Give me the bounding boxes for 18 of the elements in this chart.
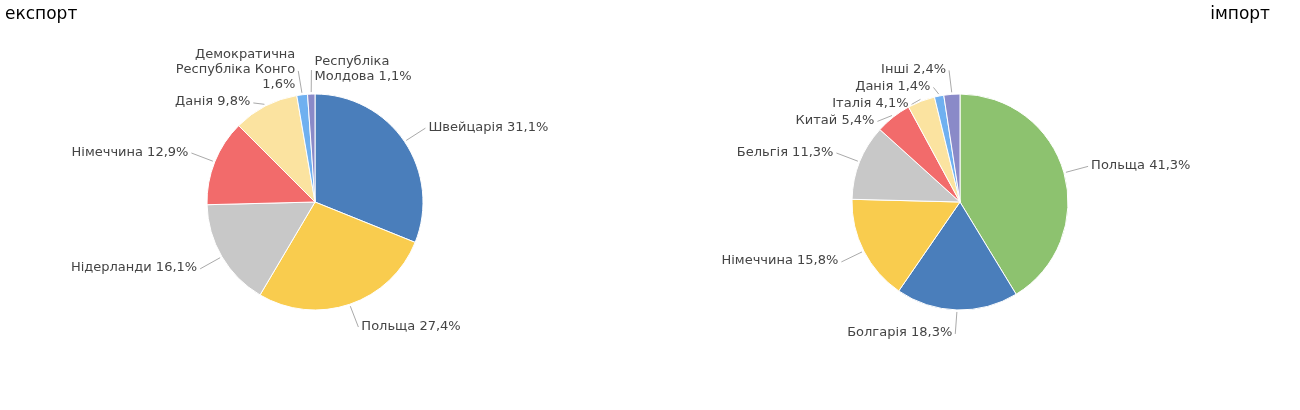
slice-label: Інші 2,4% xyxy=(881,60,947,76)
slice-label: Данія 1,4% xyxy=(855,77,931,93)
slice-label: Нідерланди 16,1% xyxy=(70,259,198,275)
chart-title: експорт xyxy=(5,3,78,23)
slice-label: Італія 4,1% xyxy=(832,94,909,110)
slice-label: Німеччина 12,9% xyxy=(71,143,189,159)
slice-label: Польща 41,3% xyxy=(1091,156,1191,172)
slice-label: Польща 27,4% xyxy=(361,317,461,333)
slice-label: Німеччина 15,8% xyxy=(721,252,839,268)
text: імпорт xyxy=(1210,3,1271,23)
data-label: 1,6% xyxy=(262,76,296,92)
slice-label: Бельгія 11,3% xyxy=(736,143,834,159)
slice-label: Демократична Республіка Конго xyxy=(175,46,296,77)
slice-label: Данія 9,8% xyxy=(175,93,251,109)
slice-label: Болгарія 18,3% xyxy=(847,324,953,340)
slice-label: Швейцарія 31,1% xyxy=(428,118,549,134)
slice-label: Китай 5,4% xyxy=(795,111,875,127)
slice-label: Республіка Молдова 1,1% xyxy=(314,53,412,84)
